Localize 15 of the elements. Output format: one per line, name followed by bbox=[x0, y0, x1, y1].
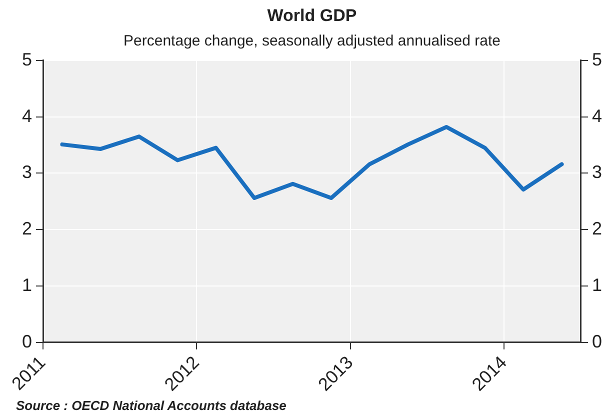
y-tick-label: 2 bbox=[22, 218, 32, 239]
y2-tick-label: 3 bbox=[592, 162, 602, 182]
y-tick-label: 0 bbox=[22, 331, 32, 352]
y2-tick-label: 0 bbox=[592, 331, 602, 352]
chart-subtitle: Percentage change, seasonally adjusted annualised rate bbox=[124, 32, 500, 50]
y-tick-label: 1 bbox=[22, 274, 32, 295]
y-tick-label: 4 bbox=[22, 106, 32, 126]
y-tick-label: 3 bbox=[22, 162, 32, 182]
chart-title: World GDP bbox=[267, 6, 357, 25]
y2-tick-label: 1 bbox=[592, 274, 602, 295]
source-note: Source : OECD National Accounts database bbox=[16, 398, 286, 414]
y2-tick-label: 4 bbox=[592, 106, 602, 126]
y-tick-label: 5 bbox=[22, 49, 32, 70]
y2-tick-label: 5 bbox=[592, 49, 602, 70]
y2-tick-label: 2 bbox=[592, 218, 602, 239]
